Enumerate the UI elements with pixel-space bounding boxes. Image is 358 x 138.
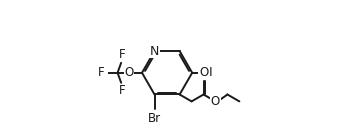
Text: F: F xyxy=(118,48,125,61)
Text: Br: Br xyxy=(148,112,161,125)
Text: O: O xyxy=(124,66,134,79)
Text: O: O xyxy=(199,66,208,79)
Text: N: N xyxy=(150,45,159,58)
Text: I: I xyxy=(209,66,213,79)
Text: F: F xyxy=(118,84,125,97)
Text: O: O xyxy=(211,95,220,108)
Text: F: F xyxy=(98,66,105,79)
